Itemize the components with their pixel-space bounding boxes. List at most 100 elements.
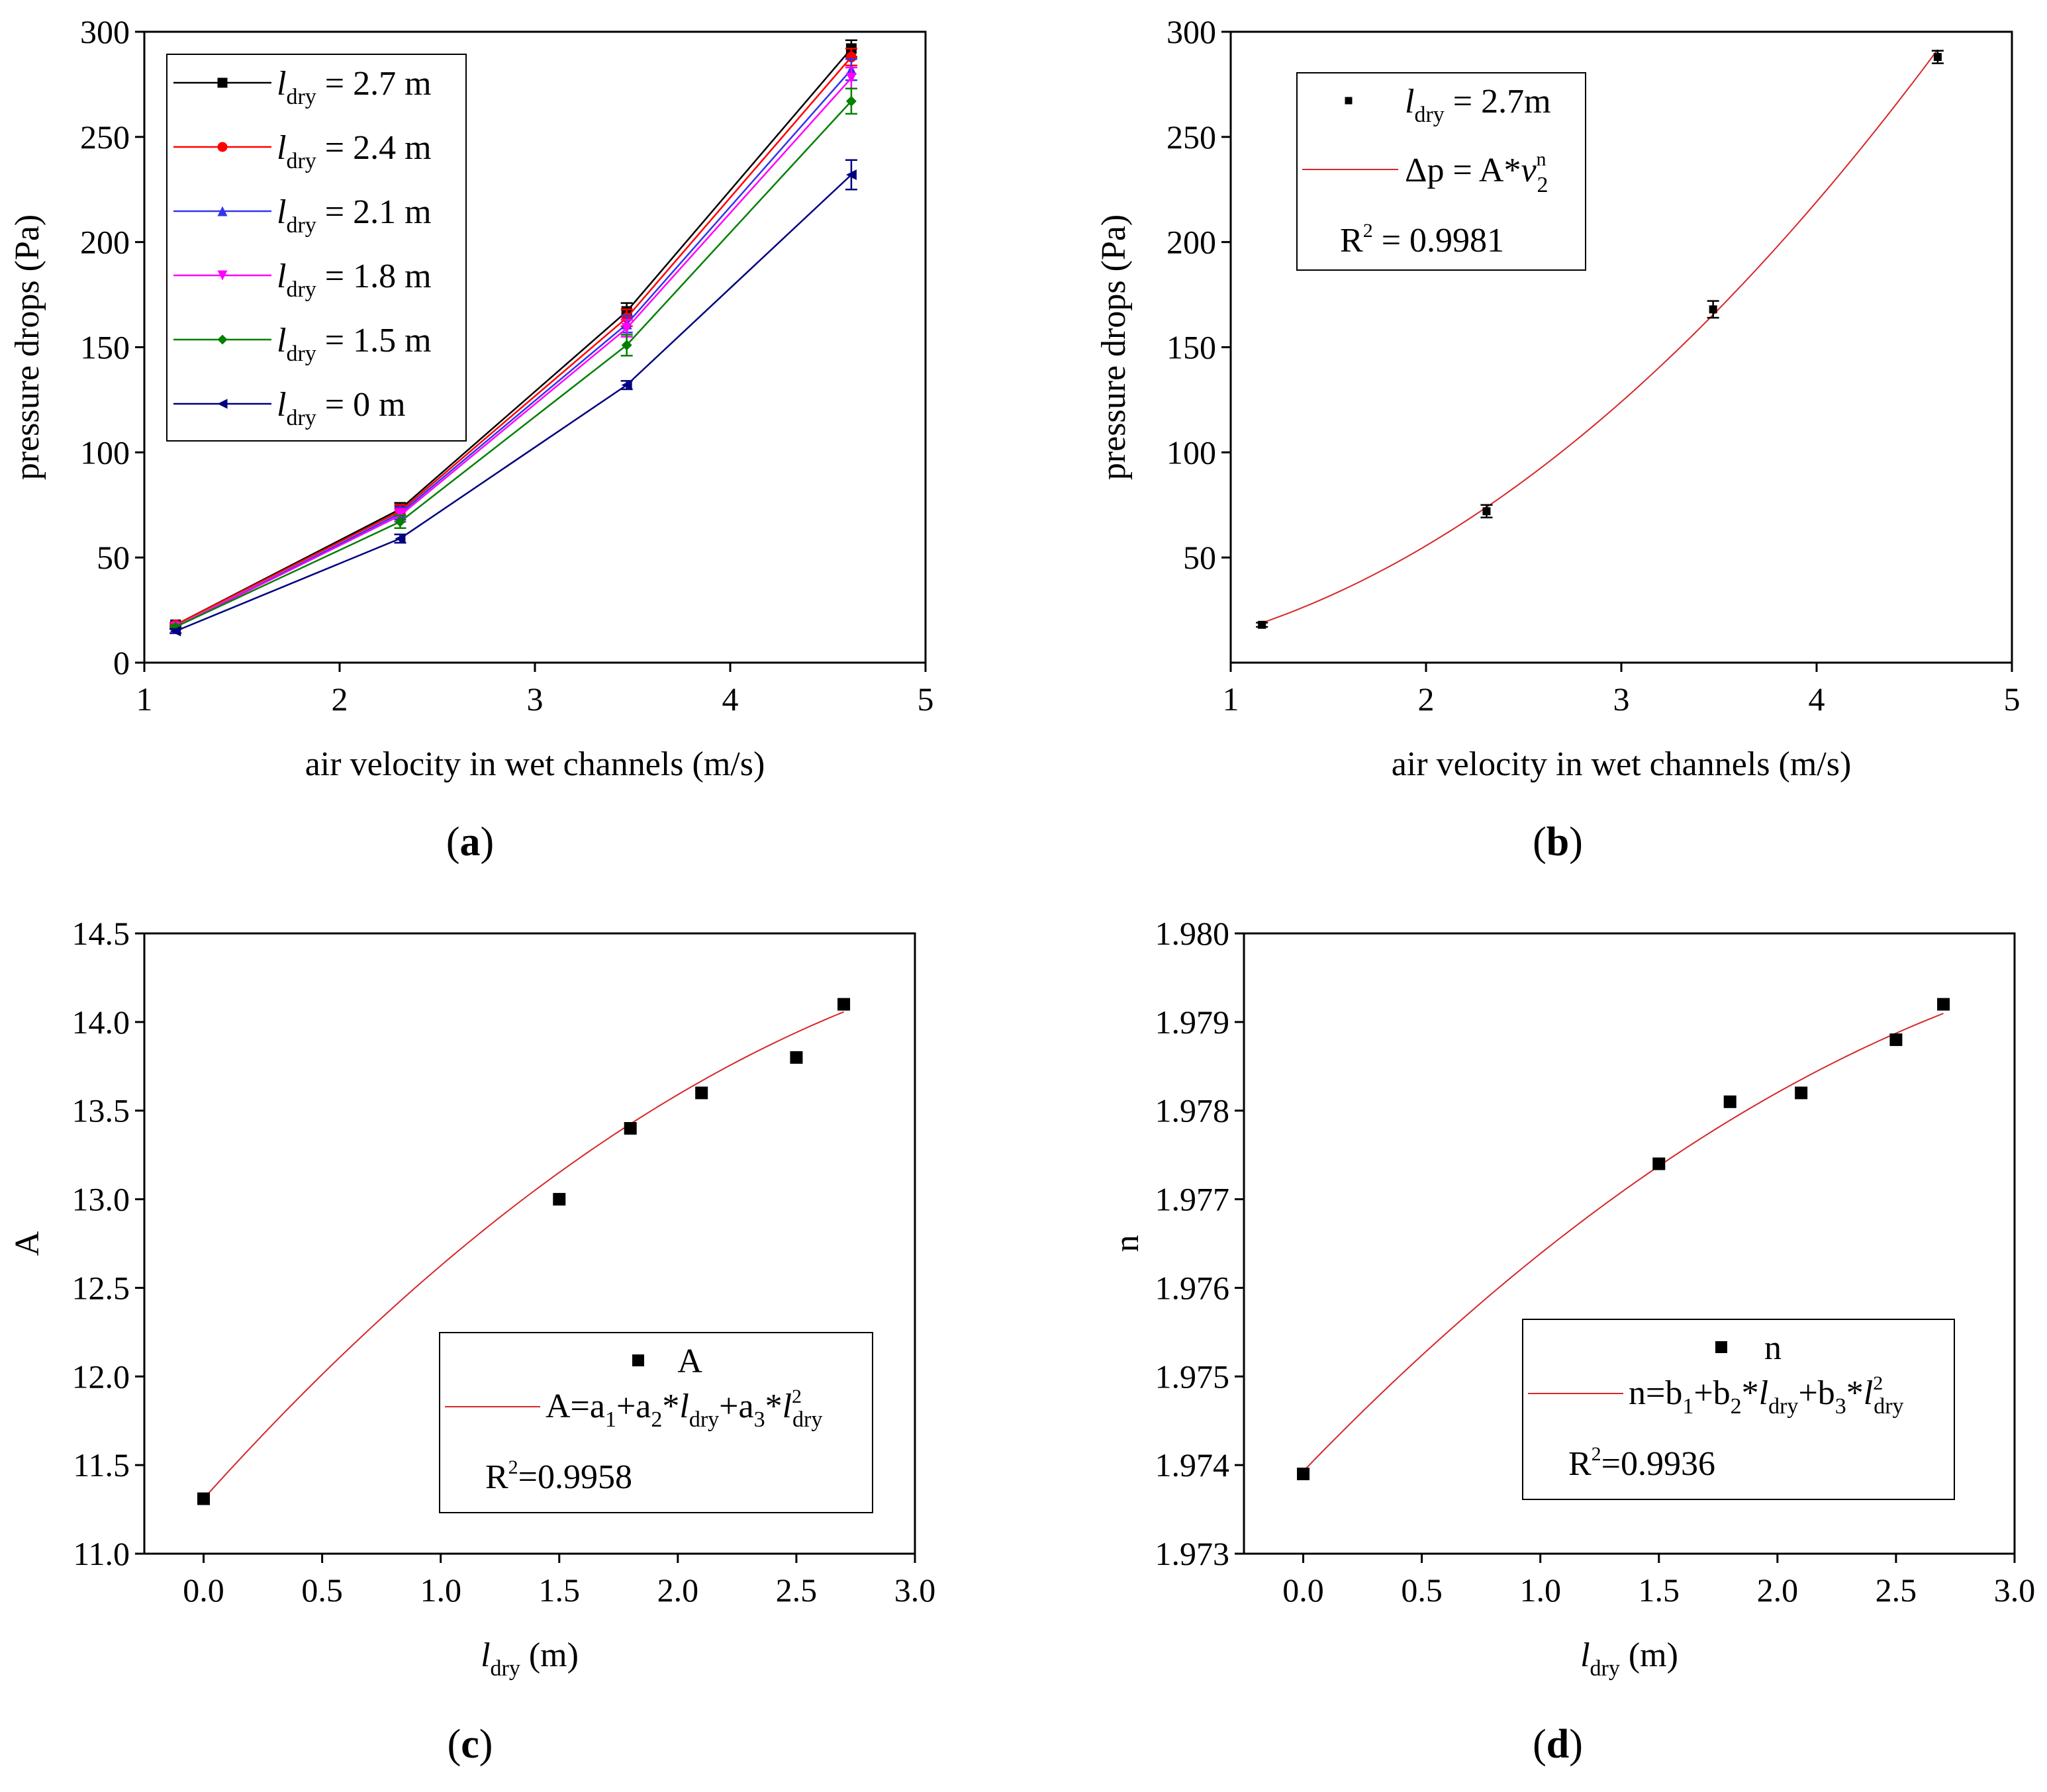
legend-var: l — [277, 193, 286, 231]
fit-text: * — [765, 1388, 783, 1425]
y-axis-label: pressure drops (Pa) — [1095, 214, 1133, 480]
panel-paren: ) — [1569, 1722, 1583, 1767]
y-tick-label: 13.5 — [72, 1092, 130, 1129]
x-axis-label-sub: dry — [491, 1656, 520, 1681]
y-tick-label: 250 — [1166, 118, 1216, 156]
series-line — [175, 48, 852, 626]
x-tick-label: 2.5 — [776, 1572, 818, 1609]
data-point — [1933, 53, 1942, 62]
fit-sup: 2 — [792, 1386, 802, 1407]
legend-sub: dry — [286, 149, 316, 173]
panel-paren: ( — [448, 1722, 461, 1767]
y-tick-label: 1.979 — [1155, 1004, 1230, 1041]
r2-sup: 2 — [1592, 1443, 1601, 1465]
legend-sub: dry — [286, 213, 316, 238]
x-tick-label: 4 — [1809, 681, 1825, 718]
data-point — [621, 322, 632, 334]
legend-label: ldry = 2.4 m — [277, 129, 432, 173]
panel-paren: ( — [446, 820, 460, 865]
legend-marker — [217, 206, 228, 216]
y-tick-label: 1.975 — [1155, 1358, 1230, 1395]
y-tick-label: 100 — [80, 434, 130, 471]
data-point — [837, 998, 851, 1011]
r2-label: R — [1568, 1445, 1592, 1483]
x-axis-label-var: l — [1580, 1636, 1590, 1674]
x-tick-label: 2 — [1418, 681, 1435, 718]
series-0mm — [169, 159, 857, 637]
legend-box — [1522, 1319, 1955, 1500]
fit-sup: 2 — [1873, 1372, 1883, 1394]
data-point — [624, 1121, 637, 1135]
r2-label: R — [485, 1458, 508, 1496]
legend-var: l — [277, 129, 286, 167]
fit-sub: dry — [792, 1407, 822, 1432]
data-point — [395, 516, 406, 528]
x-tick-label: 3.0 — [894, 1572, 936, 1609]
fit-text: * — [662, 1388, 679, 1425]
legend-marker — [217, 142, 228, 152]
series-line — [175, 174, 852, 632]
legend-box — [439, 1332, 873, 1513]
data-point — [1937, 998, 1950, 1011]
y-tick-label: 14.0 — [72, 1004, 130, 1041]
data-point — [1889, 1033, 1903, 1047]
data-point — [1795, 1086, 1808, 1100]
fit-var: l — [1864, 1374, 1873, 1412]
legend-marker — [1345, 97, 1353, 105]
legend-label: ldry = 2.7 m — [277, 65, 432, 109]
x-tick-label: 1.0 — [420, 1572, 461, 1609]
y-tick-label: 150 — [80, 329, 130, 366]
data-point — [1723, 1095, 1737, 1108]
y-axis-label: pressure drops (Pa) — [9, 214, 46, 480]
legend-fit-label: A=a1+a2*ldry+a3*l2 dry — [546, 1386, 822, 1432]
legend-sub: dry — [286, 277, 316, 302]
x-tick-label: 2.0 — [1757, 1572, 1799, 1609]
fit-sub: dry — [1874, 1394, 1903, 1419]
legend-var: l — [277, 386, 286, 424]
legend-sub: dry — [286, 85, 316, 109]
fit-sub: 1 — [1682, 1394, 1693, 1419]
data-point — [395, 533, 406, 544]
panel-letter: b — [1547, 820, 1569, 865]
legend-marker — [217, 334, 228, 345]
legend-value: = 2.1 m — [316, 193, 432, 231]
y-tick-label: 300 — [1166, 13, 1216, 50]
data-point — [695, 1086, 708, 1100]
data-point — [845, 169, 857, 181]
y-tick-label: 1.974 — [1155, 1446, 1230, 1484]
data-point — [845, 72, 857, 83]
panel-paren: ( — [1533, 1722, 1547, 1767]
x-axis-label: ldry (m) — [1580, 1636, 1678, 1681]
series-line — [175, 56, 852, 626]
x-tick-label: 5 — [918, 681, 934, 718]
y-tick-label: 0 — [113, 644, 130, 681]
y-axis-label: A — [9, 1231, 46, 1256]
x-axis-label-unit: (m) — [1620, 1636, 1678, 1674]
x-tick-label: 1.0 — [1519, 1572, 1561, 1609]
legend-box — [1296, 72, 1586, 271]
fit-text: Δp = A* — [1405, 152, 1521, 189]
x-tick-label: 1.5 — [539, 1572, 581, 1609]
panel-d: 0.0 0.5 1.0 1.5 2.0 2.5 3.0 1.973 1.974 1.975 1.97… — [1108, 915, 2035, 1767]
fit-sup: n — [1537, 148, 1547, 170]
legend-marker — [217, 77, 228, 88]
data-point — [621, 340, 632, 351]
panel-label: (d) — [1533, 1722, 1583, 1767]
x-tick-label: 0.5 — [301, 1572, 343, 1609]
legend-var: l — [277, 65, 286, 103]
r2-sup: 2 — [508, 1456, 518, 1478]
x-tick-label: 4 — [722, 681, 739, 718]
fit-var: v — [1521, 152, 1537, 189]
data-point — [553, 1193, 566, 1206]
r2-label: R — [1340, 222, 1363, 259]
x-tick-label: 3 — [527, 681, 544, 718]
y-tick-label: 300 — [80, 13, 130, 50]
r2-value: =0.9958 — [518, 1458, 632, 1496]
x-axis-label: ldry (m) — [481, 1636, 579, 1681]
panel-label: (a) — [446, 820, 494, 865]
